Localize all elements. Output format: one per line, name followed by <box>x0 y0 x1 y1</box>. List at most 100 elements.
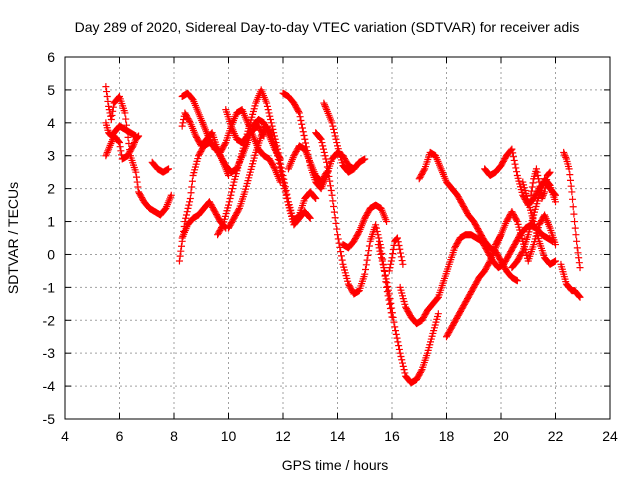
data-point <box>333 225 341 233</box>
data-point <box>542 180 550 188</box>
data-point <box>389 250 397 258</box>
data-point <box>330 125 338 133</box>
data-point <box>509 153 517 161</box>
data-point <box>329 197 337 205</box>
data-point <box>355 229 363 237</box>
data-point <box>329 122 337 130</box>
data-point <box>397 253 405 261</box>
data-point <box>376 247 384 255</box>
data-point <box>108 111 116 119</box>
data-point <box>381 271 389 279</box>
data-point <box>182 214 190 222</box>
data-point <box>566 171 574 179</box>
data-point <box>374 231 382 239</box>
data-point <box>102 152 110 160</box>
data-point <box>282 191 290 199</box>
data-point <box>508 145 516 153</box>
data-point <box>543 176 551 184</box>
data-point <box>178 122 186 130</box>
data-point <box>539 193 547 201</box>
data-point <box>365 242 373 250</box>
data-point <box>541 184 549 192</box>
data-point <box>319 142 327 150</box>
data-point <box>186 195 194 203</box>
data-point <box>185 201 193 209</box>
data-point <box>518 249 526 257</box>
data-point <box>107 112 115 120</box>
data-point <box>188 177 196 185</box>
data-point <box>332 219 340 227</box>
data-point <box>267 116 275 124</box>
data-point <box>266 112 274 120</box>
data-point <box>393 235 401 243</box>
data-point <box>103 88 111 96</box>
data-point <box>277 167 285 175</box>
y-tick-label: -4 <box>43 378 56 394</box>
data-point <box>107 116 115 124</box>
data-point <box>566 176 574 184</box>
data-point <box>134 183 142 191</box>
data-point <box>394 238 402 246</box>
data-point <box>279 178 287 186</box>
data-point <box>133 178 141 186</box>
data-point <box>401 369 409 377</box>
data-point <box>121 109 129 117</box>
data-point <box>305 213 313 221</box>
data-point <box>380 264 388 272</box>
data-point <box>384 282 392 290</box>
data-point <box>316 134 324 142</box>
data-point <box>317 135 325 143</box>
y-tick-label: 0 <box>47 246 55 262</box>
data-point <box>327 187 335 195</box>
y-tick-label: -1 <box>43 279 56 295</box>
data-point <box>167 191 175 199</box>
data-point <box>235 206 243 214</box>
data-point <box>388 254 396 262</box>
data-point <box>386 264 394 272</box>
data-point <box>184 204 192 212</box>
data-point <box>326 177 334 185</box>
data-points <box>102 83 584 387</box>
data-point <box>133 173 141 181</box>
data-point <box>540 190 548 198</box>
data-point <box>130 140 138 148</box>
data-point <box>527 191 535 199</box>
data-point <box>534 171 542 179</box>
x-tick-label: 10 <box>221 428 237 444</box>
data-point <box>373 227 381 235</box>
data-point <box>182 211 190 219</box>
data-point <box>228 188 236 196</box>
y-tick-label: 1 <box>47 214 55 230</box>
data-point <box>513 277 521 285</box>
data-point <box>434 310 442 318</box>
data-point <box>267 119 275 127</box>
data-point <box>109 103 117 111</box>
data-point <box>277 171 285 179</box>
data-point <box>560 150 568 158</box>
data-point <box>575 254 583 262</box>
data-point <box>572 231 580 239</box>
data-point <box>265 109 273 117</box>
data-point <box>322 155 330 163</box>
data-point <box>434 294 442 302</box>
data-point <box>122 115 130 123</box>
data-point <box>299 128 307 136</box>
data-point <box>384 286 392 294</box>
data-point <box>263 99 271 107</box>
data-point <box>183 208 191 216</box>
data-point <box>227 191 235 199</box>
data-point <box>387 260 395 268</box>
data-point <box>375 234 383 242</box>
data-point <box>301 135 309 143</box>
data-point <box>331 132 339 140</box>
data-point <box>129 142 137 150</box>
data-point <box>104 97 112 105</box>
data-point <box>364 251 372 259</box>
data-point <box>225 171 232 179</box>
data-point <box>532 165 540 173</box>
data-point <box>297 116 305 124</box>
data-point <box>326 182 334 190</box>
data-point <box>179 119 187 127</box>
data-point <box>278 174 286 182</box>
data-point <box>376 237 384 245</box>
